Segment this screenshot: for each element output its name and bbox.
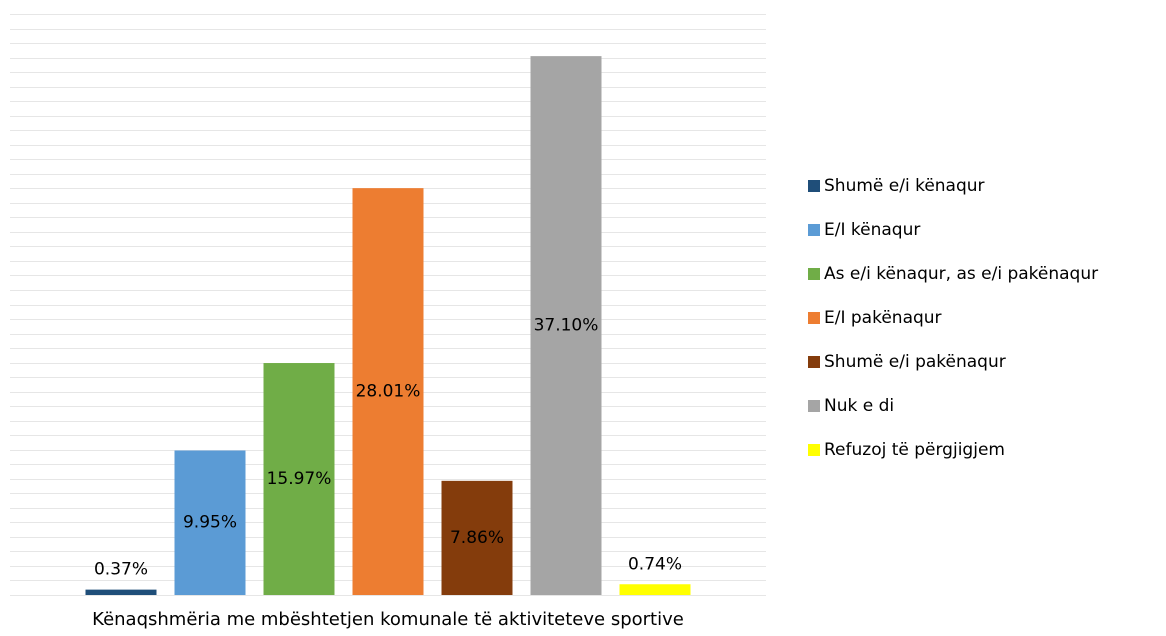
legend-label: As e/i kënaqur, as e/i pakënaqur	[824, 264, 1098, 284]
legend-label: Nuk e di	[824, 396, 894, 416]
legend-label: E/I pakënaqur	[824, 308, 942, 328]
legend-swatch	[808, 444, 820, 456]
data-label: 28.01%	[356, 382, 421, 402]
bar	[174, 450, 246, 595]
bar	[263, 363, 335, 595]
bar	[530, 56, 602, 596]
bar	[352, 188, 424, 595]
data-label: 7.86%	[450, 528, 504, 548]
data-label: 15.97%	[267, 469, 332, 489]
legend-swatch	[808, 180, 820, 192]
legend-label: Shumë e/i pakënaqur	[824, 352, 1006, 372]
legend-label: Shumë e/i kënaqur	[824, 176, 985, 196]
data-label: 37.10%	[534, 316, 599, 336]
legend-swatch	[808, 268, 820, 280]
data-label: 0.74%	[628, 554, 682, 574]
data-label: 0.37%	[94, 560, 148, 580]
legend-label: E/I kënaqur	[824, 220, 920, 240]
x-axis-label: Kënaqshmëria me mbështetjen komunale të …	[92, 609, 684, 630]
bar	[619, 584, 691, 595]
legend-swatch	[808, 312, 820, 324]
bar	[441, 480, 513, 595]
data-label: 9.95%	[183, 513, 237, 533]
bar	[85, 589, 157, 595]
legend-swatch	[808, 400, 820, 412]
legend-label: Refuzoj të përgjigjem	[824, 440, 1005, 460]
legend-swatch	[808, 356, 820, 368]
legend-swatch	[808, 224, 820, 236]
